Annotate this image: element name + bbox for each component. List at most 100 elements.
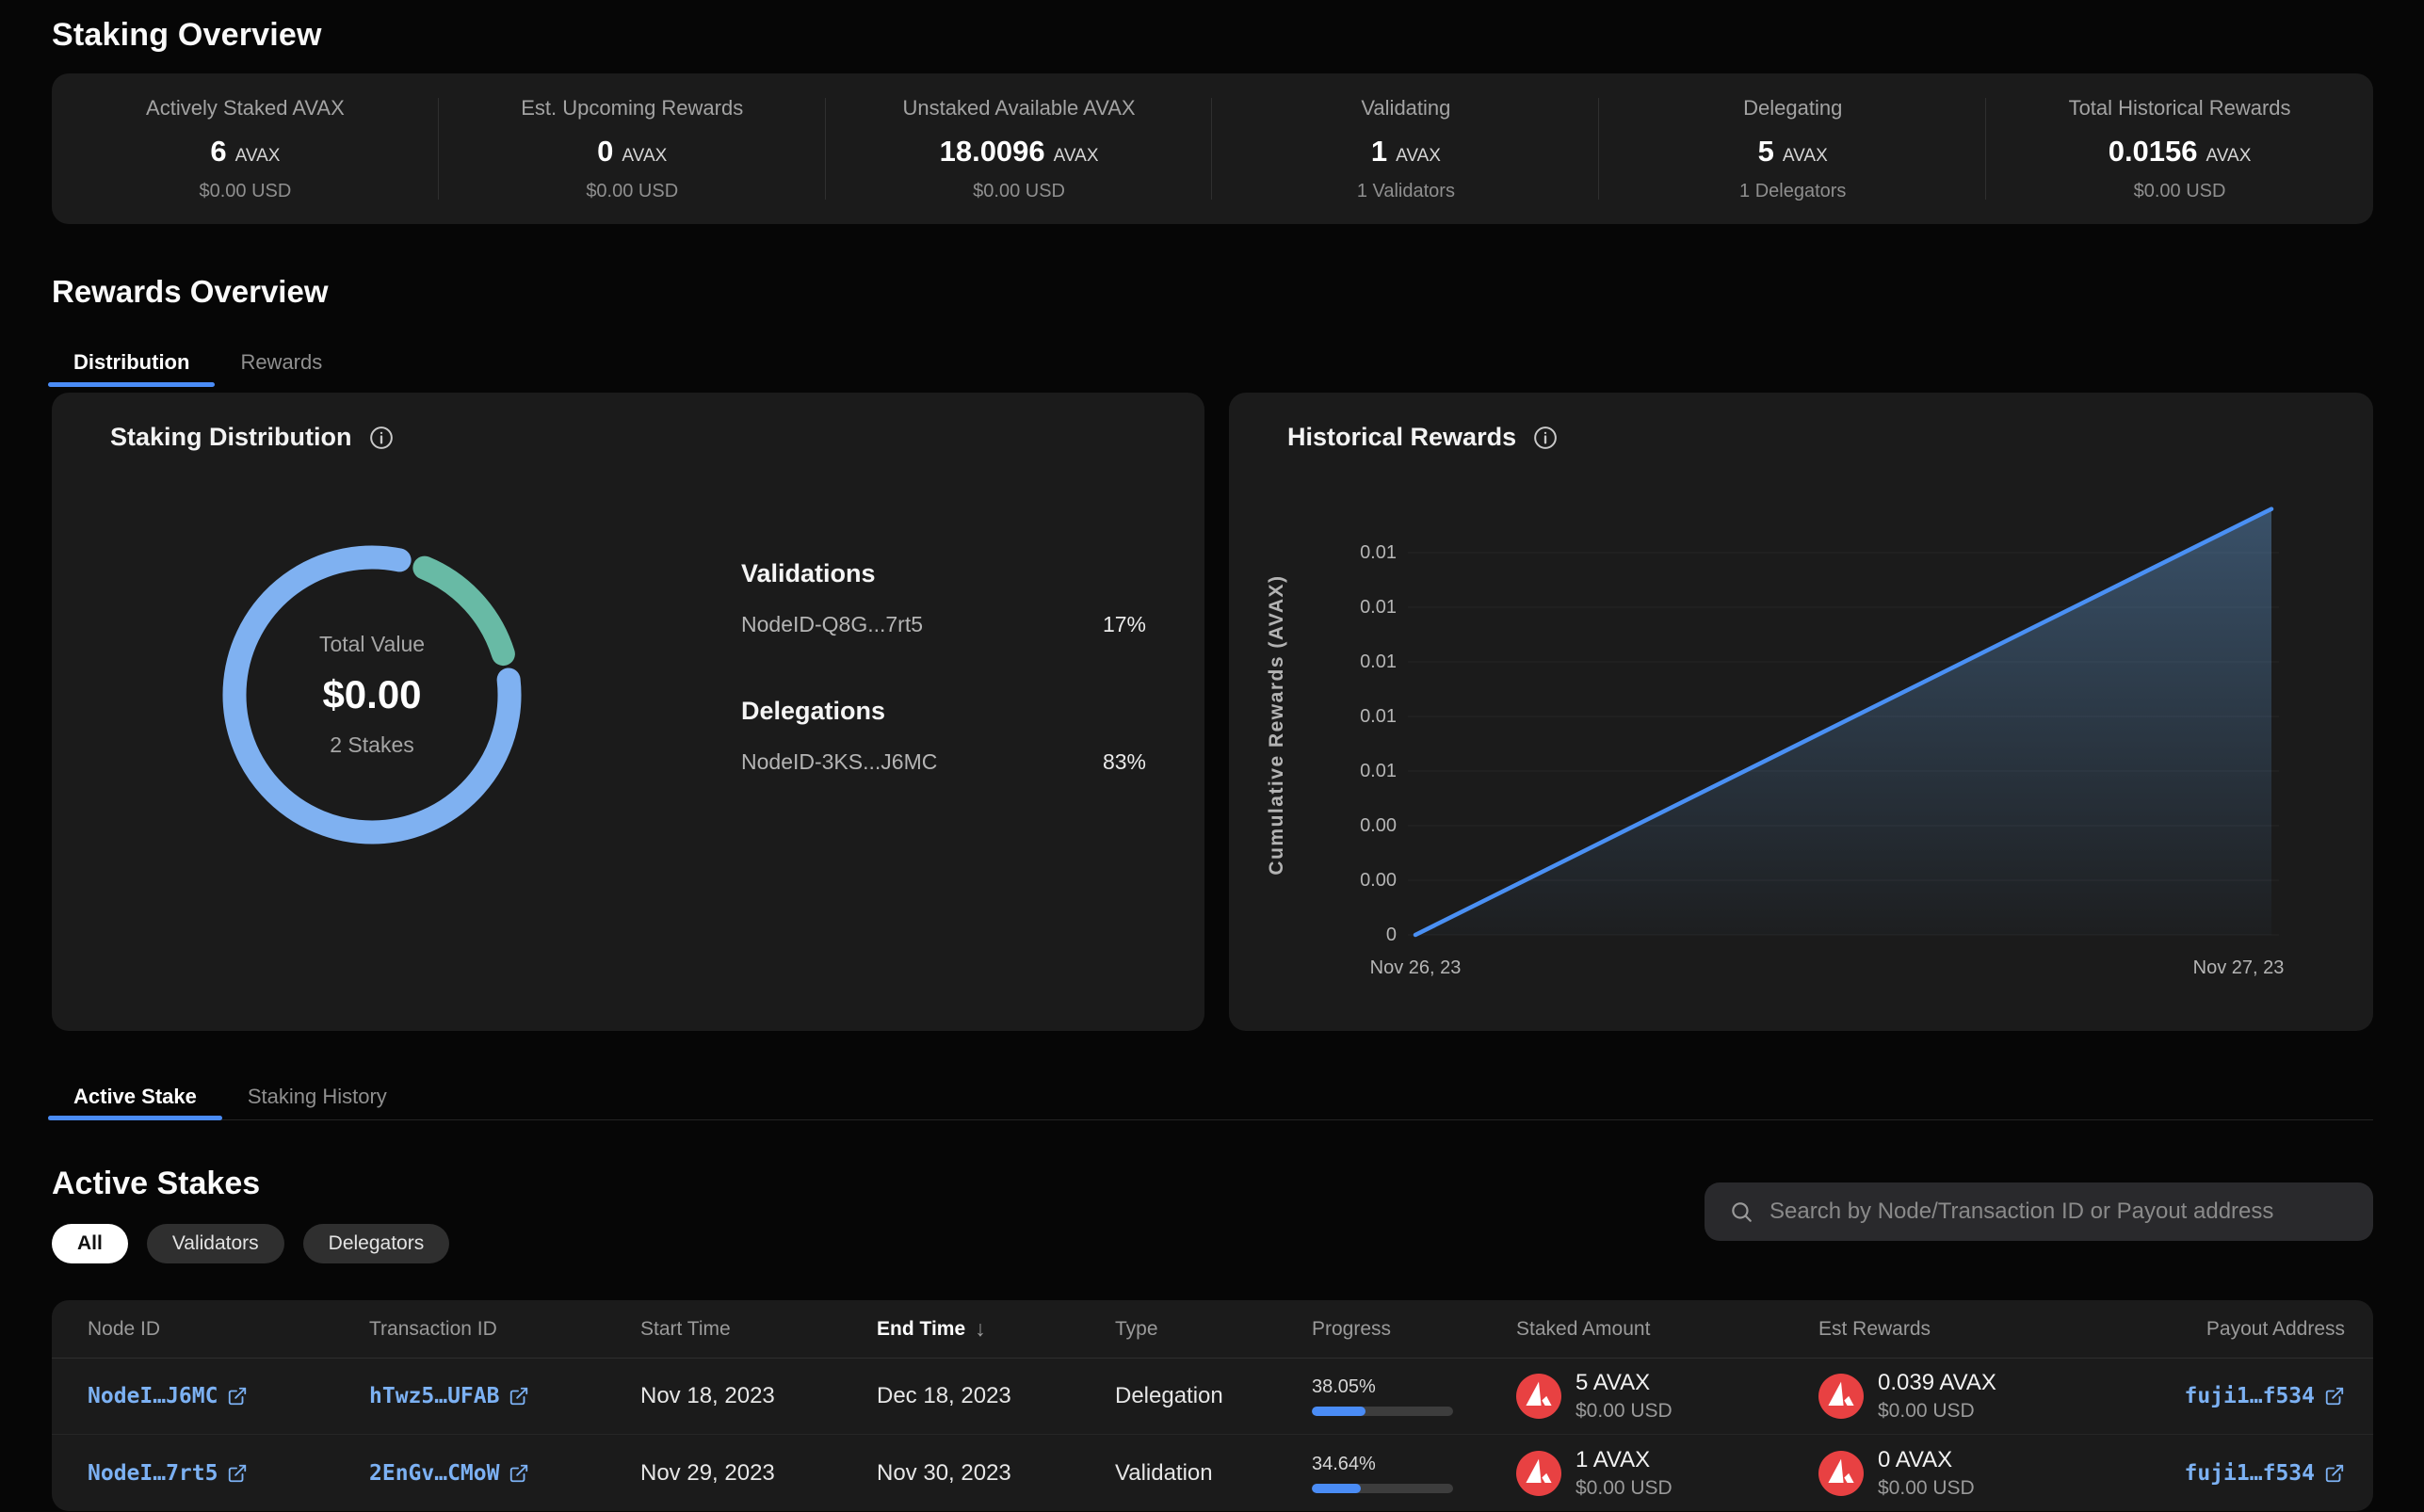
external-link-icon [510,1387,528,1406]
column-header-transaction-id[interactable]: Transaction ID [369,1318,640,1341]
historical-rewards-chart [1408,507,2279,938]
column-header-type[interactable]: Type [1115,1318,1312,1341]
y-tick-label: 0.01 [1360,651,1397,672]
column-header-est-rewards[interactable]: Est Rewards [1818,1318,2105,1341]
transaction-id-link[interactable]: 2EnGv…CMoW [369,1461,529,1486]
stat-unit: AVAX [1396,145,1441,166]
filter-pill-validators[interactable]: Validators [146,1224,284,1263]
table-body: NodeI…J6MC hTwz5…UFAB Nov 18, 2023 Dec 1… [52,1359,2373,1511]
search-icon [1732,1202,1752,1222]
payout-address-link[interactable]: fuji1…f534 [2185,1384,2345,1408]
column-header-end-time[interactable]: End Time ↓ [877,1316,1115,1342]
search-box [1705,1182,2373,1241]
stat-value: 1 [1370,134,1388,168]
donut-center-sub: 2 Stakes [330,732,414,757]
payout-address-link[interactable]: fuji1…f534 [2185,1461,2345,1486]
staking-distribution-donut: Total Value $0.00 2 Stakes [212,535,532,855]
column-header-payout-address[interactable]: Payout Address [2206,1318,2345,1341]
stat-label: Unstaked Available AVAX [902,95,1136,120]
avax-logo-icon [1516,1374,1561,1419]
stat-sub: $0.00 USD [199,180,292,201]
y-tick-label: 0.01 [1360,761,1397,781]
info-icon[interactable] [1532,425,1559,451]
donut-center: Total Value $0.00 2 Stakes [212,535,532,855]
y-tick-label: 0 [1385,925,1397,945]
historical-rewards-card: Historical Rewards Cumulative Rewards (A… [1229,393,2373,1031]
est-value: 0 AVAX [1878,1446,1953,1472]
avax-logo-icon [1818,1374,1864,1419]
tab-active-stake[interactable]: Active Stake [48,1073,222,1120]
external-link-icon [510,1464,528,1482]
staking-distribution-header: Staking Distribution [110,423,395,452]
tab-distribution[interactable]: Distribution [48,339,216,387]
stat-value-row: 18.0096 AVAX [940,135,1099,169]
column-header-label: Payout Address [2206,1317,2345,1340]
rewards-overview-tabs: Distribution Rewards [48,339,347,387]
stat-label: Total Historical Rewards [2068,95,2291,120]
column-header-label: Est Rewards [1818,1317,1931,1340]
staked-amount-cell: 5 AVAX $0.00 USD [1516,1370,1818,1423]
avax-logo-icon [1516,1450,1561,1496]
stat-value: 5 [1757,134,1774,168]
start-time-cell: Nov 18, 2023 [640,1383,775,1408]
stat-value: 18.0096 [939,134,1045,168]
est-usd: $0.00 USD [1878,1476,1975,1499]
est-rewards-cell: 0.039 AVAX $0.00 USD [1818,1370,2105,1423]
active-stakes-table: Node ID Transaction ID Start Time End Ti… [52,1300,2373,1511]
table-row: NodeI…7rt5 2EnGv…CMoW Nov 29, 2023 Nov 3… [52,1435,2373,1511]
staked-amount-cell: 1 AVAX $0.00 USD [1516,1447,1818,1500]
staking-distribution-card: Staking Distribution Total Value $0.00 2… [52,393,1204,1031]
start-time-cell: Nov 29, 2023 [640,1459,775,1486]
stat-sub: 1 Validators [1356,180,1455,201]
column-header-staked-amount[interactable]: Staked Amount [1516,1318,1818,1341]
stat-item: Unstaked Available AVAX 18.0096 AVAX $0.… [826,73,1213,224]
stat-unit: AVAX [1782,145,1828,166]
stat-value-row: 0.0156 AVAX [2109,135,2252,169]
transaction-id-link[interactable]: hTwz5…UFAB [369,1384,529,1408]
progress-bar-fill [1312,1483,1361,1493]
historical-rewards-title: Historical Rewards [1287,423,1517,451]
stat-value: 0 [597,134,614,168]
search-input[interactable] [1768,1198,2349,1226]
node-id-link[interactable]: NodeI…7rt5 [88,1461,248,1486]
column-header-node-id[interactable]: Node ID [88,1318,369,1341]
filter-pill-delegators[interactable]: Delegators [302,1224,450,1263]
table-header-row: Node ID Transaction ID Start Time End Ti… [52,1300,2373,1359]
column-header-label: Staked Amount [1516,1317,1651,1340]
donut-segment [412,555,515,667]
legend-node-id: NodeID-Q8G...7rt5 [741,612,924,636]
table-row: NodeI…J6MC hTwz5…UFAB Nov 18, 2023 Dec 1… [52,1359,2373,1435]
stat-item: Total Historical Rewards 0.0156 AVAX $0.… [1986,73,2373,224]
x-tick-end: Nov 27, 23 [2192,957,2285,978]
tab-staking-history[interactable]: Staking History [247,1084,387,1108]
stat-sub: 1 Delegators [1739,180,1847,201]
node-id-link[interactable]: NodeI…J6MC [88,1384,248,1408]
external-link-icon [2325,1387,2344,1406]
stat-item: Validating 1 AVAX 1 Validators [1212,73,1600,224]
stat-unit: AVAX [1053,145,1099,166]
stat-unit: AVAX [622,145,668,166]
staked-usd: $0.00 USD [1576,1400,1673,1422]
donut-chart [222,545,522,844]
filter-pill-all[interactable]: All [52,1224,128,1263]
stat-label: Actively Staked AVAX [146,95,345,120]
sort-desc-icon: ↓ [975,1316,986,1341]
legend-percent: 17% [1102,612,1146,636]
stat-value: 0.0156 [2108,134,2198,168]
column-header-progress[interactable]: Progress [1312,1318,1516,1341]
type-cell: Validation [1115,1459,1213,1486]
legend-percent: 83% [1102,749,1146,774]
column-header-label: Type [1115,1317,1158,1340]
progress-bar [1312,1407,1453,1416]
tab-rewards[interactable]: Rewards [240,350,323,374]
stat-unit: AVAX [234,145,281,166]
stat-label: Est. Upcoming Rewards [521,95,744,120]
progress-cell: 34.64% [1312,1454,1516,1493]
column-header-start-time[interactable]: Start Time [640,1318,877,1341]
info-icon[interactable] [368,425,395,451]
y-tick-label: 0.01 [1360,542,1397,563]
stat-label: Delegating [1743,95,1843,120]
stat-label: Validating [1361,95,1451,120]
legend-heading-validations: Validations [741,559,876,587]
